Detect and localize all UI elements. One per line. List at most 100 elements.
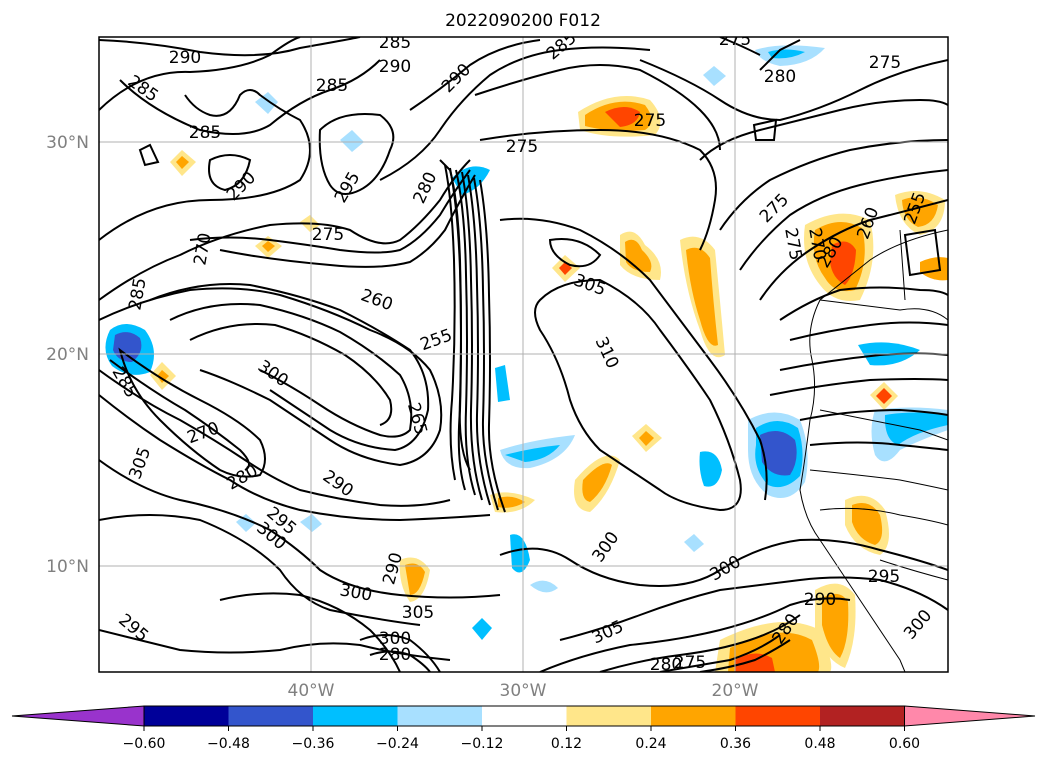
contour-line <box>359 634 441 672</box>
contour-line <box>659 634 781 672</box>
contour-label: 285 <box>189 123 221 143</box>
positive-anomaly-patch <box>582 463 612 502</box>
map-panel: 290 285 285 290 285 275 275 275 285 285 … <box>98 36 949 675</box>
positive-anomaly-patch <box>605 107 640 127</box>
contour-line <box>461 171 483 501</box>
colorbar-segment <box>228 706 314 726</box>
contour-label: 280 <box>764 67 796 87</box>
contour-line <box>769 378 948 396</box>
contour-line <box>219 592 401 672</box>
colorbar-tick-label: −0.12 <box>461 736 504 752</box>
positive-anomaly-patch <box>405 563 425 595</box>
contour-line <box>99 287 443 467</box>
contour-label: 290 <box>169 48 201 68</box>
colorbar-tick-label: 0.12 <box>551 736 582 752</box>
map-frame <box>98 36 949 673</box>
positive-anomaly-patch <box>920 257 948 281</box>
negative-anomaly-patch <box>884 412 948 445</box>
colorbar-tick-label: −0.48 <box>207 736 250 752</box>
contour-label: 280 <box>650 655 682 675</box>
negative-anomaly-patch <box>530 580 558 593</box>
colorbar-outline <box>143 705 905 727</box>
contour-line <box>99 37 361 57</box>
contour-label: 290 <box>804 590 836 610</box>
positive-anomaly-patch <box>639 431 654 446</box>
negative-anomaly-patch <box>505 445 560 462</box>
negative-anomaly-patch <box>472 618 492 640</box>
colorbar-tick-label: 0.36 <box>720 736 751 752</box>
positive-anomaly-patch <box>686 247 718 346</box>
contour-line <box>189 323 393 426</box>
contour-line <box>369 650 431 672</box>
negative-anomaly-patch <box>495 365 510 402</box>
contour-line <box>699 639 791 672</box>
contour-line <box>539 597 851 672</box>
contour-line <box>903 228 942 277</box>
positive-anomaly-patch <box>157 370 169 383</box>
contour-line <box>208 154 252 192</box>
country-border <box>879 559 948 581</box>
negative-anomaly-patch <box>340 130 364 152</box>
colorbar-segment <box>482 706 567 726</box>
lon-label-40w: 40°W <box>288 681 335 701</box>
contour-line <box>99 514 421 626</box>
positive-anomaly-patch <box>822 593 849 658</box>
positive-anomaly-patch <box>852 502 883 545</box>
country-border <box>819 299 948 321</box>
colorbar-tick-label: −0.24 <box>376 736 419 752</box>
figure-title: 2022090200 F012 <box>445 11 601 31</box>
contour-line <box>109 359 250 471</box>
negative-anomaly-patch <box>760 431 797 476</box>
country-border <box>899 229 906 301</box>
country-border <box>809 469 948 491</box>
contour-line <box>474 64 721 151</box>
colorbar: −0.60 −0.48 −0.36 −0.24 −0.12 0.12 0.24 0.36 0.4… <box>11 705 1036 752</box>
colorbar-segment <box>735 706 821 726</box>
contour-line <box>779 286 948 321</box>
colorbar-segment <box>144 706 229 726</box>
country-border <box>819 409 948 441</box>
contour-line <box>479 179 506 513</box>
positive-anomaly-patch <box>830 241 856 285</box>
negative-anomaly-patch <box>113 332 142 362</box>
axis-labels: 30°N 20°N 10°N 40°W 30°W 20°W <box>46 133 759 701</box>
contour-line <box>318 113 395 195</box>
negative-anomaly-patch <box>510 534 530 573</box>
country-border <box>819 507 948 526</box>
contour-line <box>559 576 948 641</box>
positive-anomaly-patch <box>735 653 775 672</box>
contour-label: 305 <box>402 603 434 623</box>
contour-line <box>699 98 948 161</box>
colorbar-segments <box>11 705 1036 727</box>
contour-line <box>479 128 717 251</box>
positive-anomaly-patch <box>176 156 189 169</box>
positive-anomaly-patch <box>498 496 525 508</box>
contour-label: 285 <box>316 76 348 96</box>
colorbar-extend-max <box>904 705 1036 727</box>
contour-line <box>719 37 761 56</box>
contour-label: 275 <box>634 111 666 131</box>
contour-line <box>789 321 948 341</box>
contour-label: 280 <box>379 645 411 665</box>
coastline-africa <box>799 229 948 672</box>
lon-label-30w: 30°W <box>500 681 547 701</box>
contour-line <box>467 174 491 506</box>
positive-anomaly-patch <box>876 388 892 404</box>
colorbar-tick-label: −0.36 <box>292 736 335 752</box>
contour-line <box>99 159 471 301</box>
colorbar-tick-label: 0.48 <box>804 736 835 752</box>
contour-label: 295 <box>868 567 900 587</box>
contour-line <box>138 143 160 167</box>
colorbar-extend-min <box>11 705 145 727</box>
contour-label: 290 <box>379 57 411 77</box>
gridlines <box>99 37 948 672</box>
contour-line <box>759 199 948 301</box>
contour-line <box>534 278 742 512</box>
contour-line <box>499 538 948 587</box>
contour-line <box>444 164 456 481</box>
contour-line <box>759 39 801 71</box>
contour-line <box>189 169 471 254</box>
contour-line <box>99 369 451 507</box>
contour-line <box>99 394 491 522</box>
